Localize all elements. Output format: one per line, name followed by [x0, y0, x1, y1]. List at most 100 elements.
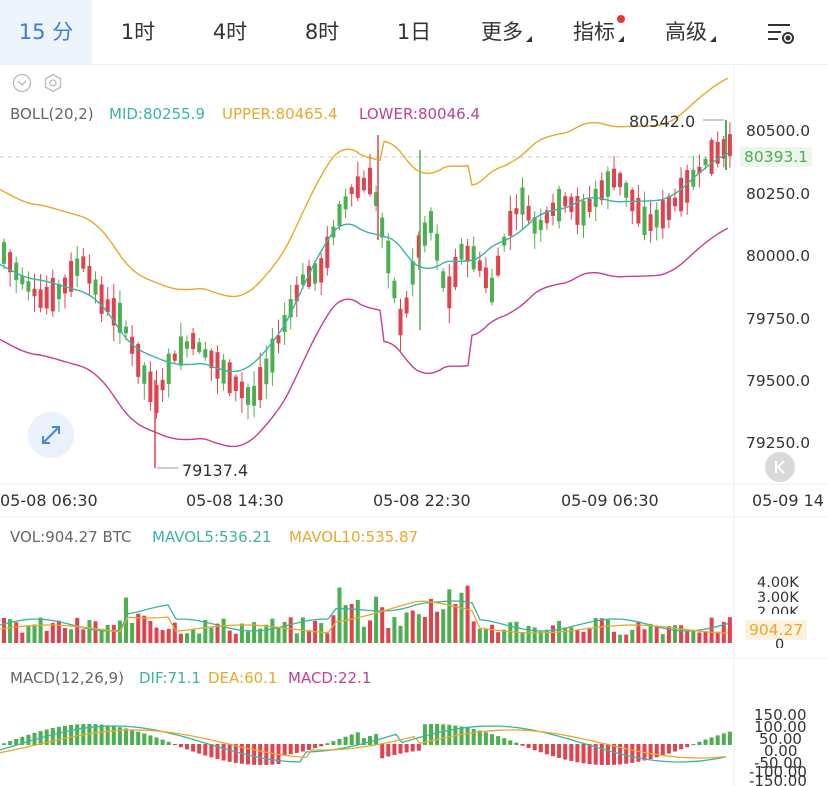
candle-body — [386, 240, 391, 274]
volume-bar — [355, 599, 360, 643]
scroll-latest-button[interactable] — [765, 452, 795, 482]
indicator-settings-icon[interactable] — [44, 73, 62, 93]
volume-bar — [697, 632, 702, 643]
volume-bar — [587, 627, 592, 643]
tab-4h[interactable]: 4时 — [212, 20, 248, 44]
tab-advanced[interactable]: 高级 — [644, 0, 728, 64]
volume-bar — [685, 630, 690, 643]
candle-body — [581, 200, 586, 226]
volume-bar — [337, 587, 342, 643]
candle-body — [441, 271, 446, 289]
volume-bar — [111, 624, 116, 643]
volume-bar — [270, 618, 275, 643]
tab-indicators[interactable]: 指标 — [552, 0, 636, 64]
volume-bar — [319, 623, 324, 643]
indicators-caret-icon — [618, 36, 624, 42]
tab-1d[interactable]: 1日 — [396, 20, 432, 44]
volume-bar — [471, 621, 476, 643]
macd-axis-label: 150.00 — [754, 706, 807, 724]
candle-body — [642, 206, 647, 236]
candle-body — [477, 260, 482, 271]
candle-body — [166, 353, 171, 384]
candle-body — [75, 258, 80, 276]
macd-histogram-bar — [215, 744, 220, 760]
volume-bar — [703, 631, 708, 643]
candle-body — [483, 267, 488, 289]
volume-bar — [368, 620, 372, 643]
volume-bar — [374, 596, 379, 643]
macd-histogram-bar — [477, 730, 482, 745]
macd-histogram-bar — [172, 744, 177, 746]
candle-body — [319, 258, 324, 283]
candle-body — [130, 336, 135, 354]
macd-histogram-bar — [691, 743, 696, 745]
macd-histogram-bar — [233, 744, 238, 763]
volume-bar — [581, 631, 586, 643]
macd-histogram-bar — [294, 744, 299, 753]
candle-body — [215, 352, 220, 379]
volume-bar — [520, 632, 525, 643]
macd-histogram-bar — [136, 731, 141, 745]
candle-body — [673, 197, 677, 207]
candle-body — [87, 266, 92, 284]
expand-icon — [42, 426, 60, 444]
candle-body — [142, 365, 147, 384]
collapse-icon[interactable] — [12, 73, 32, 93]
macd-histogram-bar — [105, 725, 110, 745]
macd-histogram-bar — [447, 724, 452, 745]
volume-bar — [654, 626, 659, 643]
candle-body — [233, 376, 238, 392]
macd-histogram-bar — [569, 744, 574, 761]
candle-body — [252, 385, 257, 406]
volume-bar — [325, 633, 330, 643]
volume-bar — [166, 628, 171, 643]
boll-upper-line — [0, 77, 729, 298]
volume-bar — [69, 629, 74, 643]
tab-8h[interactable]: 8时 — [304, 20, 340, 44]
vol-axis-label: 0 — [775, 637, 785, 648]
vol-title: VOL:904.27 BTC — [10, 528, 132, 546]
macd-histogram-bar — [166, 741, 171, 745]
candle-body — [197, 342, 202, 353]
macd-histogram-bar — [422, 724, 427, 745]
volume-bar — [477, 628, 482, 643]
skip-to-latest-icon — [775, 460, 785, 474]
time-axis-label: 05-08 22:30 — [373, 491, 471, 510]
macd-histogram-bar — [679, 744, 684, 750]
price-axis-label: 79500.0 — [746, 372, 811, 390]
macd-histogram-bar — [252, 744, 257, 765]
macd-histogram-bar — [575, 744, 580, 763]
macd-histogram-bar — [361, 738, 366, 745]
tab-1h[interactable]: 1时 — [120, 20, 156, 44]
volume-bar — [258, 628, 263, 643]
macd-axis-label: 50.00 — [759, 730, 802, 748]
candle-body — [63, 277, 67, 294]
macd-histogram-bar — [465, 727, 470, 745]
macd-axis-label: -150.00 — [749, 772, 807, 786]
time-axis-label: 05-09 06:30 — [561, 491, 659, 510]
macd-histogram-bar — [386, 744, 391, 757]
candle-body — [703, 158, 708, 166]
candle-body — [276, 335, 281, 344]
macd-histogram-bar — [221, 744, 226, 761]
candle-body — [679, 177, 684, 212]
tab-15m[interactable]: 15 分 — [0, 0, 92, 64]
candle-body — [93, 279, 98, 295]
volume-bar — [398, 625, 403, 643]
candle-body — [337, 204, 342, 226]
candle-body — [654, 209, 659, 228]
tab-more[interactable]: 更多 — [460, 0, 544, 64]
volume-bar — [673, 625, 677, 643]
volume-bar — [191, 629, 196, 643]
candle-body — [307, 266, 311, 287]
macd-histogram-bar — [648, 744, 653, 759]
fullscreen-button[interactable] — [28, 412, 74, 458]
macd-histogram-bar — [93, 724, 98, 745]
macd-histogram-bar — [300, 744, 305, 752]
timeframe-tabs: 15 分 1时 4时 8时 1日 更多 指标 高级 — [0, 0, 828, 65]
volume-bar — [624, 634, 629, 643]
candle-body — [111, 298, 116, 326]
volume-bar — [599, 618, 604, 643]
macd-histogram-bar — [185, 744, 189, 750]
